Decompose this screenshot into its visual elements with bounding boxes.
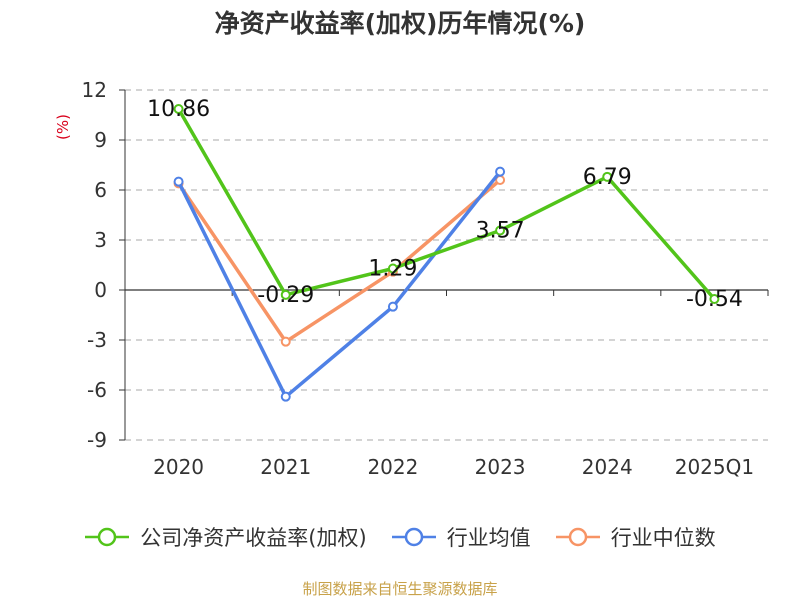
y-tick-label: 9 bbox=[94, 128, 107, 152]
y-axis-title: (%) bbox=[54, 114, 72, 140]
series-lines bbox=[173, 104, 720, 402]
data-point bbox=[173, 176, 184, 187]
x-tick-label: 2023 bbox=[475, 455, 526, 479]
chart-title: 净资产收益率(加权)历年情况(%) bbox=[214, 9, 586, 38]
data-point bbox=[602, 171, 613, 182]
x-tick-label: 2022 bbox=[367, 455, 418, 479]
data-label: 10.86 bbox=[147, 97, 210, 122]
y-tick-label: 6 bbox=[94, 178, 107, 202]
data-labels: 10.86 -0.29 1.29 3.57 6.79 -0.54 bbox=[147, 97, 743, 312]
x-tick-label: 2020 bbox=[153, 455, 204, 479]
data-point bbox=[387, 301, 398, 312]
y-tick-label: 12 bbox=[82, 78, 107, 102]
y-tick-label: 3 bbox=[94, 228, 107, 252]
series-line bbox=[177, 108, 716, 301]
data-label: 6.79 bbox=[583, 165, 632, 190]
x-tick-label: 2021 bbox=[260, 455, 311, 479]
legend-label: 行业均值 bbox=[446, 526, 531, 550]
data-point bbox=[387, 263, 398, 274]
source-note: 制图数据来自恒生聚源数据库 bbox=[302, 580, 498, 598]
legend-marker-icon bbox=[391, 527, 436, 547]
x-tick-label: 2024 bbox=[582, 455, 633, 479]
legend-item: 行业均值 bbox=[391, 522, 531, 552]
series-line bbox=[177, 178, 502, 344]
legend-label: 公司净资产收益率(加权) bbox=[140, 526, 367, 550]
data-label: -0.29 bbox=[257, 283, 314, 308]
data-point bbox=[280, 289, 291, 300]
legend-label: 行业中位数 bbox=[610, 526, 716, 550]
y-tick-label: -6 bbox=[87, 378, 107, 402]
legend: 公司净资产收益率(加权) 行业均值 行业中位数 bbox=[0, 520, 800, 554]
data-label: 1.29 bbox=[368, 257, 417, 282]
data-point bbox=[173, 104, 184, 114]
legend-item: 公司净资产收益率(加权) bbox=[84, 522, 367, 552]
axes: 12 9 6 3 0 -3 -6 -9 2020 2021 2022 2023 2024 2025Q1 bbox=[82, 78, 769, 479]
y-tick-label: -9 bbox=[87, 428, 107, 452]
data-point bbox=[280, 391, 291, 402]
legend-marker-icon bbox=[555, 527, 600, 547]
series-line bbox=[177, 170, 502, 399]
x-tick-label: 2025Q1 bbox=[675, 455, 754, 479]
y-tick-label: 0 bbox=[94, 278, 107, 302]
legend-item: 行业中位数 bbox=[555, 522, 716, 552]
data-point bbox=[495, 225, 506, 236]
legend-marker-icon bbox=[85, 527, 130, 547]
data-label: -0.54 bbox=[686, 287, 743, 312]
data-point bbox=[280, 336, 291, 347]
data-point bbox=[495, 166, 506, 177]
data-label: 3.57 bbox=[476, 219, 525, 244]
y-tick-label: -3 bbox=[87, 328, 107, 352]
data-point bbox=[709, 294, 720, 304]
